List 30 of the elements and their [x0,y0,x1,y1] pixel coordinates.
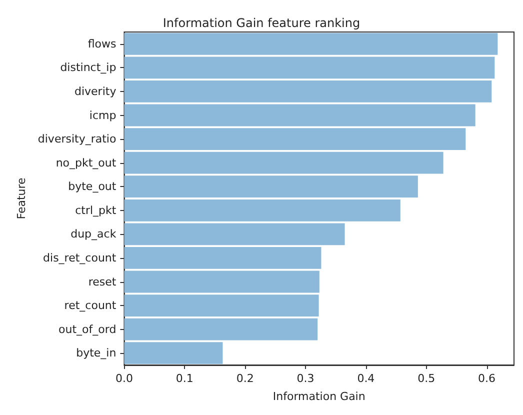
y-tick-label: flows [88,37,116,50]
bar [124,128,466,150]
y-tick-label: diverity [74,84,117,98]
x-tick-label: 0.5 [418,372,436,385]
y-tick-label: ctrl_pkt [75,204,117,217]
y-tick-label: dup_ack [70,228,117,241]
y-tick-label: byte_in [76,346,116,360]
x-tick-label: 0.0 [115,372,133,385]
y-tick-label: icmp [89,108,116,122]
x-tick-label: 0.2 [236,372,254,385]
y-tick-label: diversity_ratio [38,132,116,146]
y-axis-title: Feature [15,177,28,220]
y-tick-label: byte_out [68,180,117,194]
bar [124,80,492,102]
chart-title: Information Gain feature ranking [162,16,360,30]
x-axis-title: Information Gain [272,390,366,403]
y-tick-label: no_pkt_out [56,156,117,170]
y-tick-label: dis_ret_count [43,251,117,264]
bar [124,294,319,316]
x-tick-label: 0.3 [296,372,314,385]
y-tick-label: out_of_ord [58,322,116,336]
x-tick-label: 0.4 [357,372,375,385]
x-tick-label: 0.1 [176,372,194,385]
x-tick-label: 0.6 [478,372,496,385]
y-tick-label: ret_count [64,299,117,312]
y-tick-label: distinct_ip [60,61,116,74]
bar [124,247,322,269]
bar [124,270,320,293]
y-tick-label: reset [88,275,117,288]
bar [124,104,476,126]
